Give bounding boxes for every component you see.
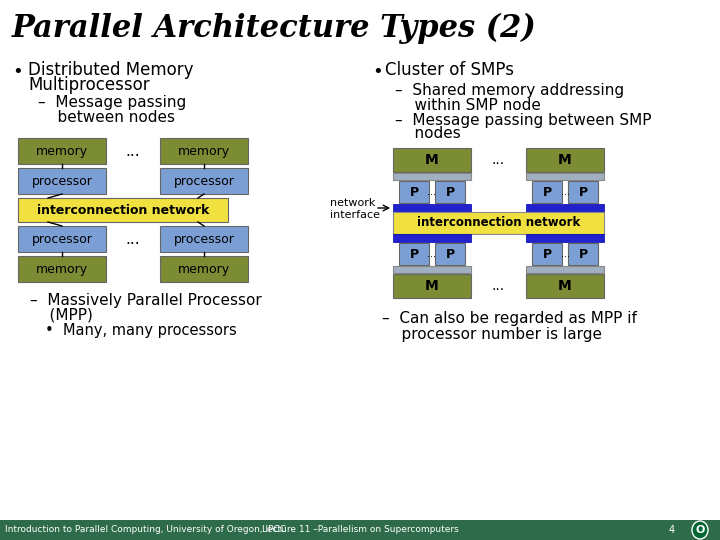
- Text: memory: memory: [36, 145, 88, 158]
- Bar: [160, 256, 248, 282]
- Text: P: P: [410, 186, 418, 199]
- Text: memory: memory: [36, 262, 88, 275]
- Text: ...: ...: [492, 153, 505, 167]
- Text: processor: processor: [32, 174, 92, 187]
- Bar: [160, 168, 248, 194]
- Text: O: O: [696, 525, 705, 535]
- Text: Multiprocessor: Multiprocessor: [28, 76, 150, 94]
- Bar: [526, 274, 604, 298]
- Text: ...: ...: [560, 187, 570, 197]
- Bar: [393, 173, 471, 180]
- Text: –  Can also be regarded as MPP if: – Can also be regarded as MPP if: [382, 310, 637, 326]
- Text: interface: interface: [330, 210, 380, 220]
- Bar: [526, 234, 604, 242]
- Text: 4: 4: [669, 525, 675, 535]
- Bar: [526, 148, 604, 172]
- Bar: [393, 274, 471, 298]
- Ellipse shape: [692, 521, 708, 539]
- Text: interconnection network: interconnection network: [37, 204, 210, 217]
- Text: •: •: [372, 63, 383, 81]
- Text: P: P: [446, 186, 454, 199]
- Text: ...: ...: [560, 249, 570, 259]
- Text: M: M: [425, 279, 439, 293]
- Text: between nodes: between nodes: [38, 110, 175, 125]
- Text: P: P: [446, 247, 454, 260]
- Text: memory: memory: [178, 262, 230, 275]
- Bar: [526, 266, 604, 273]
- Text: P: P: [542, 186, 552, 199]
- Text: interconnection network: interconnection network: [417, 217, 580, 230]
- Bar: [0, 520, 720, 540]
- Bar: [18, 256, 106, 282]
- Text: processor number is large: processor number is large: [382, 327, 602, 341]
- Text: P: P: [542, 247, 552, 260]
- Text: ...: ...: [126, 232, 140, 246]
- Bar: [393, 148, 471, 172]
- Bar: [393, 266, 471, 273]
- Bar: [568, 181, 598, 203]
- Text: P: P: [578, 247, 588, 260]
- Bar: [160, 138, 248, 164]
- Text: processor: processor: [32, 233, 92, 246]
- Text: ...: ...: [428, 187, 436, 197]
- Text: Introduction to Parallel Computing, University of Oregon, IPCC: Introduction to Parallel Computing, Univ…: [5, 525, 286, 535]
- Bar: [18, 226, 106, 252]
- Bar: [532, 243, 562, 265]
- Text: P: P: [410, 247, 418, 260]
- Text: ...: ...: [428, 249, 436, 259]
- Text: network: network: [330, 198, 375, 208]
- Text: –  Massively Parallel Processor: – Massively Parallel Processor: [30, 293, 262, 307]
- Bar: [160, 226, 248, 252]
- Text: Cluster of SMPs: Cluster of SMPs: [385, 61, 514, 79]
- Text: •: •: [12, 63, 23, 81]
- Text: ...: ...: [492, 279, 505, 293]
- Text: processor: processor: [174, 233, 235, 246]
- Text: M: M: [425, 153, 439, 167]
- Bar: [435, 243, 465, 265]
- Bar: [399, 243, 429, 265]
- Text: ...: ...: [126, 144, 140, 159]
- Text: Distributed Memory: Distributed Memory: [28, 61, 194, 79]
- Bar: [18, 198, 228, 222]
- Bar: [393, 212, 604, 234]
- Text: memory: memory: [178, 145, 230, 158]
- Text: (MPP): (MPP): [30, 307, 93, 322]
- Text: M: M: [558, 153, 572, 167]
- Text: M: M: [558, 279, 572, 293]
- Bar: [526, 173, 604, 180]
- Bar: [393, 234, 471, 242]
- Text: Parallel Architecture Types (2): Parallel Architecture Types (2): [12, 12, 536, 44]
- Text: –  Message passing between SMP: – Message passing between SMP: [395, 112, 652, 127]
- Bar: [526, 204, 604, 212]
- Text: nodes: nodes: [395, 126, 461, 141]
- Text: P: P: [578, 186, 588, 199]
- Text: within SMP node: within SMP node: [395, 98, 541, 112]
- Text: –  Message passing: – Message passing: [38, 96, 186, 111]
- Bar: [435, 181, 465, 203]
- Bar: [399, 181, 429, 203]
- Bar: [18, 168, 106, 194]
- Text: processor: processor: [174, 174, 235, 187]
- Text: –  Shared memory addressing: – Shared memory addressing: [395, 84, 624, 98]
- Bar: [532, 181, 562, 203]
- Text: •  Many, many processors: • Many, many processors: [45, 322, 237, 338]
- Bar: [393, 204, 471, 212]
- Bar: [568, 243, 598, 265]
- Text: Lecture 11 –Parallelism on Supercomputers: Lecture 11 –Parallelism on Supercomputer…: [261, 525, 459, 535]
- Bar: [18, 138, 106, 164]
